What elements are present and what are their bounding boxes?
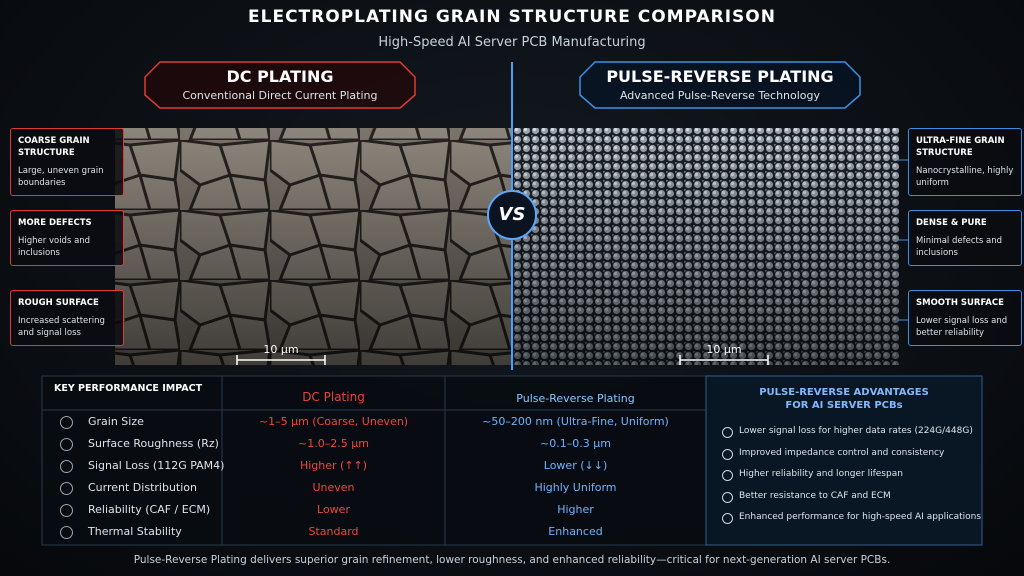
row-label: Surface Roughness (Rz): [88, 437, 219, 450]
callout: COARSE GRAIN STRUCTURE Large, uneven grai…: [10, 128, 124, 196]
callout-text: Minimal defects and inclusions: [916, 236, 1002, 258]
scale-label: 10 μm: [706, 343, 742, 356]
scale-bar: [236, 355, 769, 365]
row-icon: [60, 526, 73, 539]
row-label: Thermal Stability: [88, 525, 182, 538]
check-icon: [722, 491, 733, 503]
pr-subtitle: Advanced Pulse-Reverse Technology: [619, 89, 821, 102]
title: ELECTROPLATING GRAIN STRUCTURE COMPARISO…: [248, 7, 776, 27]
table-header: DC Plating: [302, 390, 365, 404]
row-icon: [60, 460, 73, 473]
footer: Pulse-Reverse Plating delivers superior …: [133, 554, 891, 566]
callout-title: COARSE GRAIN STRUCTURE: [18, 136, 90, 158]
dc-value: Higher (↑↑): [299, 459, 368, 472]
check-icon: [722, 513, 733, 524]
pr-value: ~50–200 nm (Ultra-Fine, Uniform): [482, 415, 669, 428]
connector: [898, 159, 908, 321]
check-icon: [722, 448, 733, 460]
advantage-item: Improved impedance control and consisten…: [739, 447, 945, 458]
table-rules: [42, 376, 706, 545]
pr-value: Higher: [557, 503, 594, 516]
callout-title: SMOOTH SURFACE: [916, 298, 1004, 308]
advantages-frame: [705, 375, 983, 546]
callout: ROUGH SURFACE Increased scattering and si…: [10, 290, 124, 346]
advantages-title-line: FOR AI SERVER PCBs: [785, 400, 903, 411]
pr-label-frame: [579, 61, 861, 109]
callout-text: Lower signal loss and better reliability: [916, 316, 1008, 338]
dc-value: Standard: [308, 525, 359, 538]
table-header: KEY PERFORMANCE IMPACT: [54, 383, 203, 394]
callout: SMOOTH SURFACE Lower signal loss and bett…: [908, 290, 1022, 346]
dc-subtitle: Conventional Direct Current Plating: [182, 89, 378, 102]
row-icon: [60, 504, 73, 517]
dc-title: DC PLATING: [226, 67, 334, 86]
row-icon: [60, 416, 73, 429]
callout-title: ROUGH SURFACE: [18, 298, 99, 308]
advantages-title: PULSE-REVERSE ADVANTAGES FOR AI SERVER PC…: [706, 386, 982, 412]
vs-badge: [487, 190, 537, 240]
pr-value: Enhanced: [548, 525, 603, 538]
pr-value: Highly Uniform: [534, 481, 617, 494]
shade: [115, 128, 512, 365]
pr-value: Lower (↓↓): [543, 459, 608, 472]
vs-text: VS: [498, 204, 526, 225]
callout-title: MORE DEFECTS: [18, 218, 92, 228]
callout: MORE DEFECTS Higher voids and inclusions: [10, 210, 124, 266]
callout-text: Increased scattering and signal loss: [18, 316, 105, 338]
scale-label: 10 μm: [263, 343, 299, 356]
subtitle: High-Speed AI Server PCB Manufacturing: [378, 35, 646, 50]
callout: ULTRA-FINE GRAIN STRUCTURE Nanocrystallin…: [908, 128, 1022, 196]
dc-value: Uneven: [312, 481, 355, 494]
dc-label-frame: [144, 61, 416, 109]
shade: [514, 128, 899, 365]
advantage-item: Better resistance to CAF and ECM: [739, 490, 891, 501]
pr-title: PULSE-REVERSE PLATING: [606, 67, 834, 86]
callout-title: ULTRA-FINE GRAIN STRUCTURE: [916, 136, 1005, 158]
row-label: Reliability (CAF / ECM): [88, 503, 211, 516]
pr-value: ~0.1–0.3 μm: [540, 437, 611, 450]
callout-text: Large, uneven grain boundaries: [18, 166, 104, 188]
dc-value: Lower: [317, 503, 350, 516]
advantage-item: Lower signal loss for higher data rates …: [739, 426, 973, 436]
row-label: Grain Size: [88, 415, 144, 428]
callout-text: Higher voids and inclusions: [18, 236, 91, 258]
check-icon: [722, 427, 733, 438]
dc-value: ~1–5 μm (Coarse, Uneven): [258, 415, 409, 428]
table-header: Pulse-Reverse Plating: [516, 392, 635, 405]
callout-text: Nanocrystalline, highly uniform: [916, 166, 1014, 188]
row-label: Current Distribution: [88, 481, 197, 494]
advantage-item: Enhanced performance for high-speed AI a…: [739, 512, 982, 522]
row-icon: [60, 482, 73, 495]
row-label: Signal Loss (112G PAM4): [88, 459, 225, 472]
callout-title: DENSE & PURE: [916, 218, 987, 228]
row-icon: [60, 438, 73, 451]
callout: DENSE & PURE Minimal defects and inclusio…: [908, 210, 1022, 266]
dc-value: ~1.0–2.5 μm: [298, 437, 369, 450]
check-icon: [722, 470, 733, 481]
advantage-item: Higher reliability and longer lifespan: [739, 469, 903, 479]
advantages-title-line: PULSE-REVERSE ADVANTAGES: [759, 387, 929, 398]
